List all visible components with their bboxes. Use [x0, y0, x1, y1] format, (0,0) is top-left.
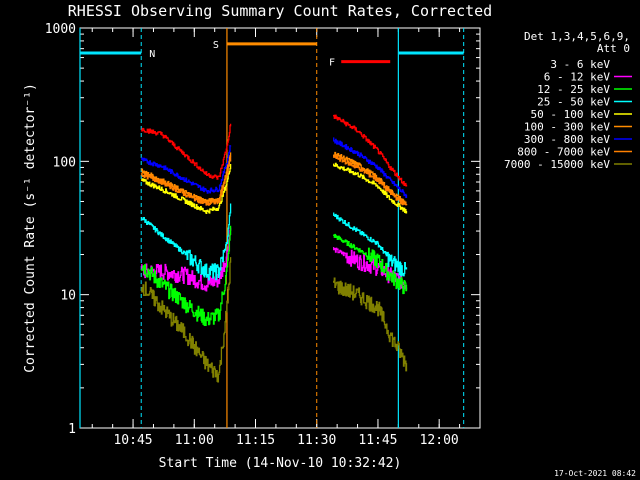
legend-header: Att 0: [597, 42, 630, 55]
y-tick-label: 1: [68, 422, 76, 437]
legend-entry-label: 7000 - 15000 keV: [504, 158, 610, 171]
series-line: [141, 203, 232, 281]
series-line: [333, 114, 408, 187]
y-tick-label: 10: [60, 289, 76, 304]
series-line: [333, 212, 408, 277]
y-tick-label: 100: [53, 155, 76, 170]
x-axis: 10:45 11:00 11:15 11:30 11:45 12:00: [91, 28, 461, 448]
x-tick-label: 11:00: [175, 433, 214, 448]
series-line: [333, 154, 408, 206]
flag-label: F: [329, 58, 335, 69]
flag-label: N: [149, 49, 155, 60]
legend-header: Det 1,3,4,5,6,9,: [524, 30, 630, 43]
timestamp: 17-Oct-2021 08:42: [554, 469, 636, 478]
series-line: [333, 277, 408, 372]
x-tick-label: 11:45: [358, 433, 397, 448]
series-line: [141, 164, 232, 215]
series-line: [141, 123, 232, 180]
legend-entry-label: 3 - 6 keV: [550, 58, 610, 71]
legend-entry-label: 100 - 300 keV: [524, 121, 610, 134]
y-tick-label: 1000: [45, 22, 76, 37]
series-group: [141, 114, 408, 383]
y-axis: 1 10 100 1000: [45, 22, 480, 437]
flag-label: S: [213, 40, 219, 51]
y-axis-label: Corrected Count Rate (s⁻¹ detector⁻¹): [23, 83, 38, 373]
plot-frame: [79, 27, 481, 429]
legend-entry-label: 300 - 800 keV: [524, 133, 610, 146]
chart-title: RHESSI Observing Summary Count Rates, Co…: [68, 2, 492, 20]
x-tick-label: 11:15: [236, 433, 275, 448]
series-line: [141, 229, 232, 372]
legend-entry-label: 800 - 7000 keV: [517, 146, 610, 159]
x-tick-label: 12:00: [420, 433, 459, 448]
series-line: [141, 156, 232, 206]
series-line: [333, 137, 408, 198]
legend-entry-label: 50 - 100 keV: [531, 108, 611, 121]
legend-entry-label: 6 - 12 keV: [544, 71, 611, 84]
legend-entry-label: 12 - 25 keV: [537, 83, 610, 96]
series-line: [141, 227, 232, 292]
legend-entry-label: 25 - 50 keV: [537, 96, 610, 109]
series-line: [141, 225, 232, 327]
x-axis-label: Start Time (14-Nov-10 10:32:42): [159, 456, 402, 471]
flag-overlays: N S F: [79, 28, 465, 428]
x-tick-label: 10:45: [113, 433, 152, 448]
series-line: [333, 233, 408, 295]
series-line: [141, 145, 232, 194]
series-line: [141, 257, 232, 383]
series-line: [333, 162, 408, 214]
series-line: [333, 247, 408, 290]
series-line: [141, 152, 232, 204]
plot-border: [79, 27, 481, 429]
x-tick-label: 11:30: [297, 433, 336, 448]
